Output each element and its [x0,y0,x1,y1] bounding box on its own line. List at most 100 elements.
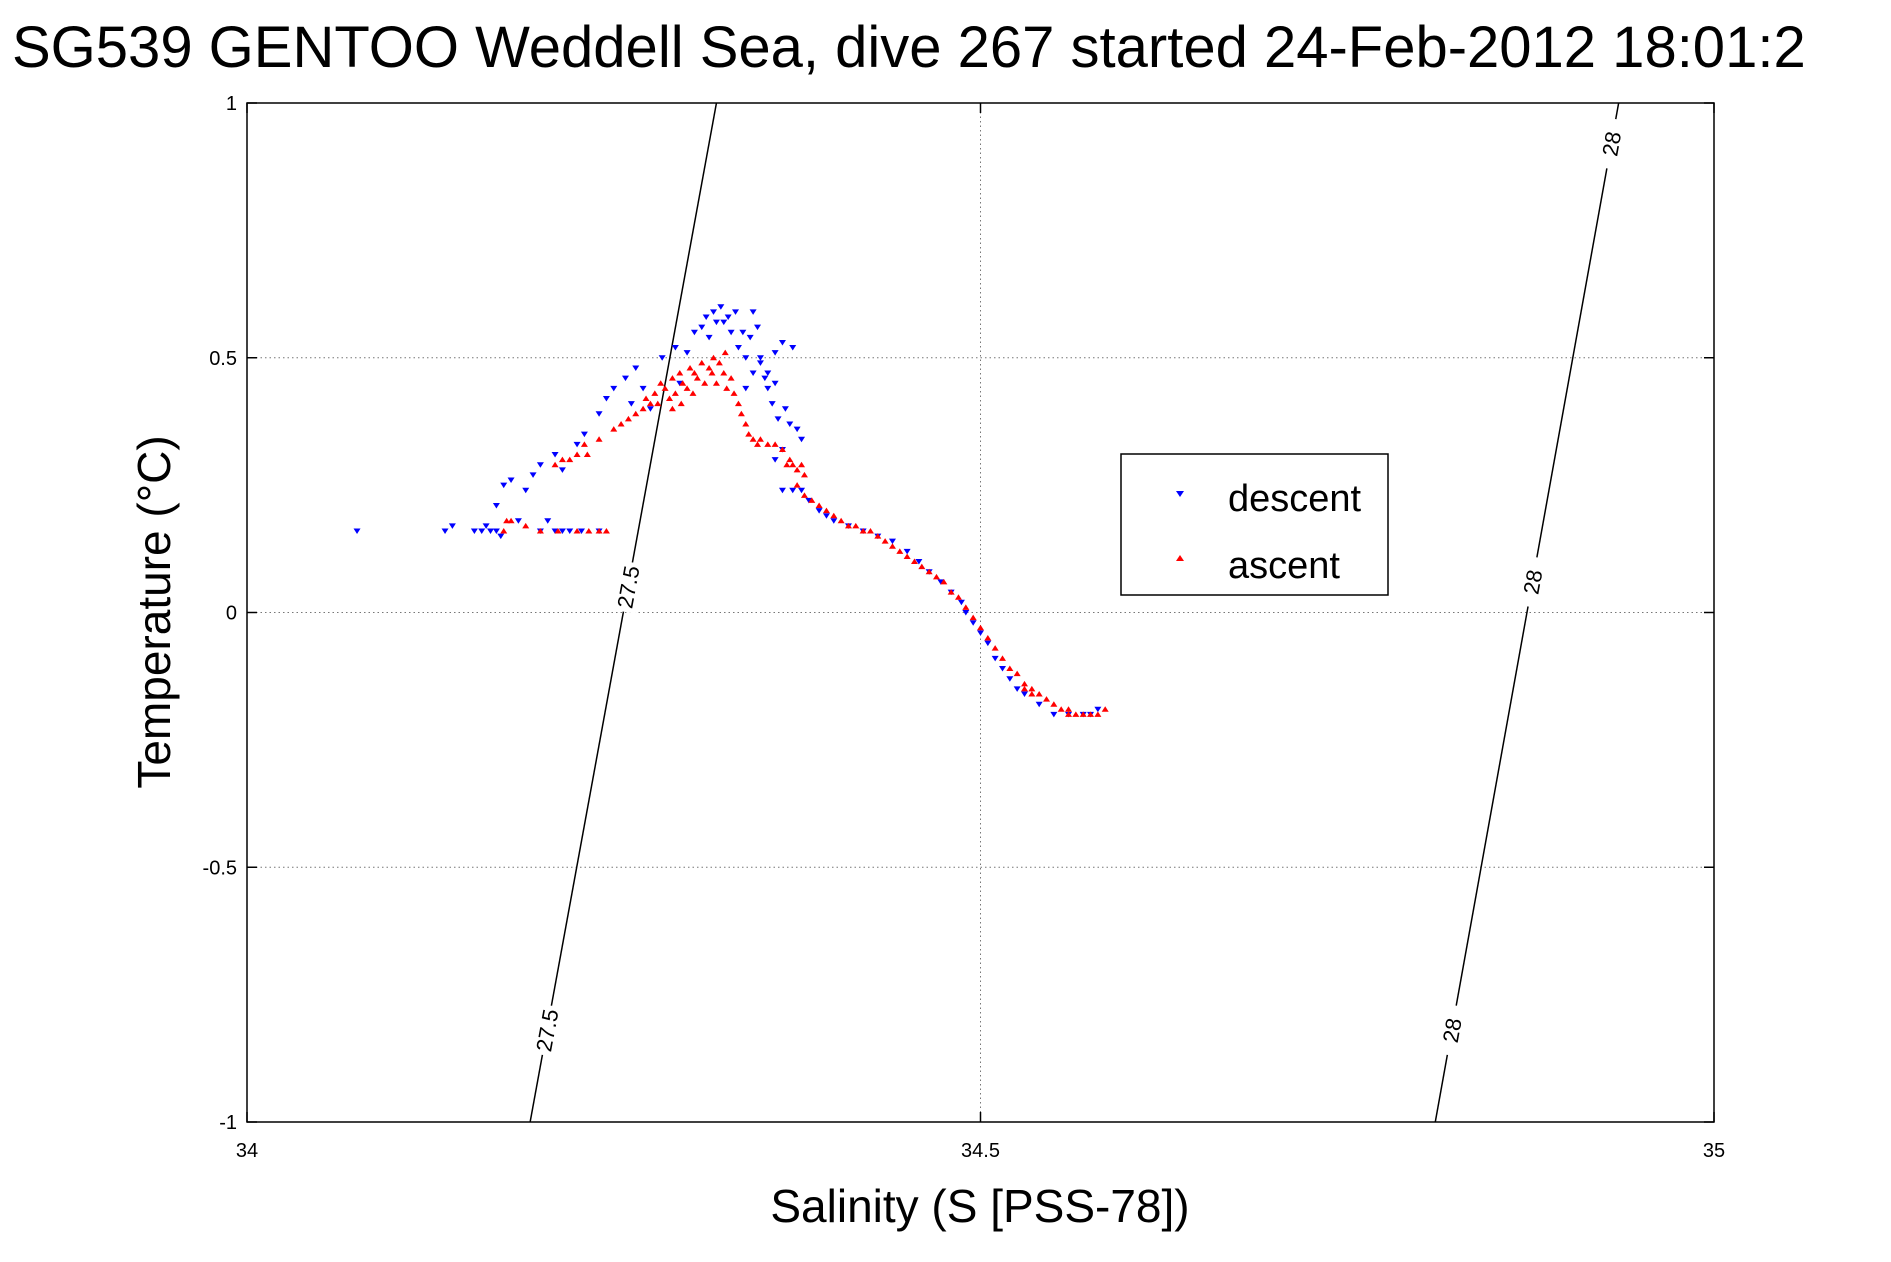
ascent-point [1065,706,1073,712]
ascent-point [689,390,697,396]
ascent-point [1028,685,1036,692]
ascent-point [668,375,676,381]
y-tick-label: -1 [219,1112,237,1134]
ascent-point [715,359,723,366]
descent-point [710,309,718,315]
descent-point [529,472,537,478]
descent-point [798,436,806,443]
y-axis-label: Temperature (°C) [128,435,180,788]
x-tick-label: 34 [236,1140,258,1162]
descent-point [470,528,478,534]
descent-point [962,610,970,616]
x-tick-label: 35 [1703,1140,1725,1162]
descent-point [746,334,754,341]
descent-point [522,487,530,494]
x-axis-label: Salinity (S [PSS-78]) [770,1180,1189,1232]
y-tick-label: 1 [226,93,237,115]
legend-ascent-marker [1176,555,1184,561]
ascent-point [686,364,694,371]
ascent-point [754,441,762,447]
ascent-point [1065,711,1073,717]
ascent-point [708,370,716,376]
density-contour-label: 28 [1518,568,1547,597]
ascent-point [932,573,940,580]
descent-point [500,482,508,489]
descent-point [734,345,742,351]
ascent-point [852,522,860,529]
descent-point [448,523,456,529]
descent-point [577,528,585,534]
descent-point [888,538,896,545]
descent-point [482,523,490,529]
ascent-point [661,385,669,391]
ascent-point [764,441,772,447]
descent-point [724,314,732,320]
ascent-point [969,614,977,621]
ascent-point [683,385,691,391]
descent-point [698,324,706,331]
ascent-point [677,400,685,407]
ascent-point [1013,670,1021,677]
descent-point [705,334,713,341]
descent-point [774,416,782,422]
ascent-point [701,380,709,386]
descent-point [602,396,610,402]
ascent-point [742,420,750,427]
descent-point [580,431,588,438]
ascent-point [585,527,593,534]
ascent-point [745,431,753,437]
ascent-point [595,436,603,442]
descent-point [756,355,764,361]
descent-point [492,503,500,509]
descent-point [507,477,515,484]
descent-point [732,309,740,315]
ascent-point [918,563,926,570]
ascent-point [910,558,918,565]
descent-point [690,329,698,336]
descent-point [671,345,679,351]
ascent-point [610,426,618,432]
descent-point [798,487,806,494]
ascent-point [712,380,720,386]
ascent-point [522,522,530,529]
ascent-point [1087,711,1095,717]
descent-point [984,640,992,647]
descent-point [639,385,647,392]
descent-point [742,355,750,361]
ascent-point [793,466,801,473]
ascent-point [654,400,662,407]
chart-title: SG539 GENTOO Weddell Sea, dive 267 start… [12,15,1806,80]
ascent-point [808,497,816,503]
ascent-point [984,634,992,641]
descent-point [492,528,500,534]
density-contour-label-group: 28 [1435,1003,1469,1058]
descent-point [1035,701,1043,708]
ascent-point [1021,685,1029,692]
descent-point [749,370,757,377]
ascent-point [705,364,713,371]
ascent-point [881,538,889,544]
descent-point [353,528,361,534]
descent-point [1050,711,1058,718]
density-contour-line [1434,103,1620,1122]
descent-point [789,487,797,494]
legend-descent-marker [1176,491,1184,497]
ascent-point [830,512,838,519]
ascent-point [668,405,676,412]
descent-point [771,457,779,463]
descent-point [566,528,574,534]
ascent-point [1101,706,1109,712]
descent-point [536,462,544,468]
ascent-point [554,527,562,534]
descent-point [712,319,720,326]
ascent-point [991,645,999,651]
ascent-point [874,533,882,539]
ascent-point [1094,711,1102,717]
ascent-point [962,604,970,610]
ascent-point [903,553,911,559]
grid-lines [247,103,1714,1122]
ascent-point [866,527,874,534]
ascent-point [1043,696,1051,702]
descent-point [1094,706,1102,713]
descent-point [771,380,779,387]
